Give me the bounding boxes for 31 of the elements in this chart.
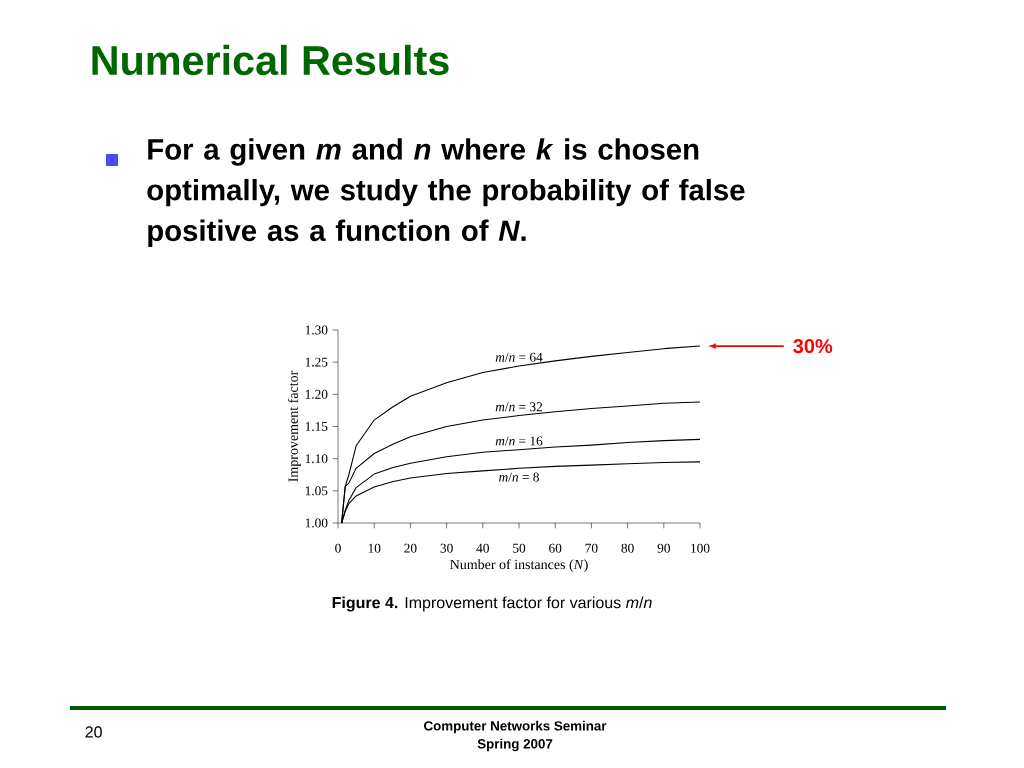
- x-tick-label: 30: [440, 543, 453, 553]
- x-tick-label: 10: [368, 543, 381, 553]
- y-tick-label: 1.05: [305, 486, 328, 496]
- y-tick-label: 1.20: [305, 389, 328, 399]
- text: Computer Networks Seminar: [424, 720, 607, 734]
- x-tick-label: 70: [585, 543, 598, 553]
- text: Spring 2007: [477, 738, 553, 752]
- series-label: m/n = 64: [495, 352, 543, 362]
- y-axis-title: Improvement factor: [287, 370, 301, 482]
- x-tick-label: 50: [513, 543, 526, 553]
- y-tick-label: 1.15: [305, 422, 328, 431]
- y-tick-label: 1.00: [305, 518, 328, 528]
- x-tick-label: 80: [621, 543, 634, 553]
- y-tick-label: 1.30: [305, 325, 328, 335]
- text: For a given m and n where k is chosen optimally, we study the probability of false positive as a function of N.: [147, 138, 745, 247]
- text: 30%: [793, 338, 833, 354]
- series-label: m/n = 32: [495, 402, 543, 412]
- x-axis-title: Number of instances (N): [450, 559, 588, 573]
- x-tick-label: 100: [691, 543, 710, 553]
- series-label: m/n = 16: [495, 436, 543, 446]
- x-tick-label: 40: [476, 543, 489, 553]
- series-label: m/n = 8: [499, 472, 539, 482]
- y-tick-label: 1.25: [305, 357, 328, 367]
- text: Figure 4. Improvement factor for various m/n: [332, 596, 652, 612]
- text: 20: [85, 726, 102, 738]
- x-tick-label: 60: [549, 543, 562, 553]
- chart-title: Numerical Results: [92, 44, 449, 76]
- x-tick-label: 0: [335, 543, 341, 553]
- y-tick-label: 1.10: [305, 454, 328, 464]
- x-tick-label: 20: [404, 543, 417, 553]
- x-tick-label: 90: [657, 543, 670, 553]
